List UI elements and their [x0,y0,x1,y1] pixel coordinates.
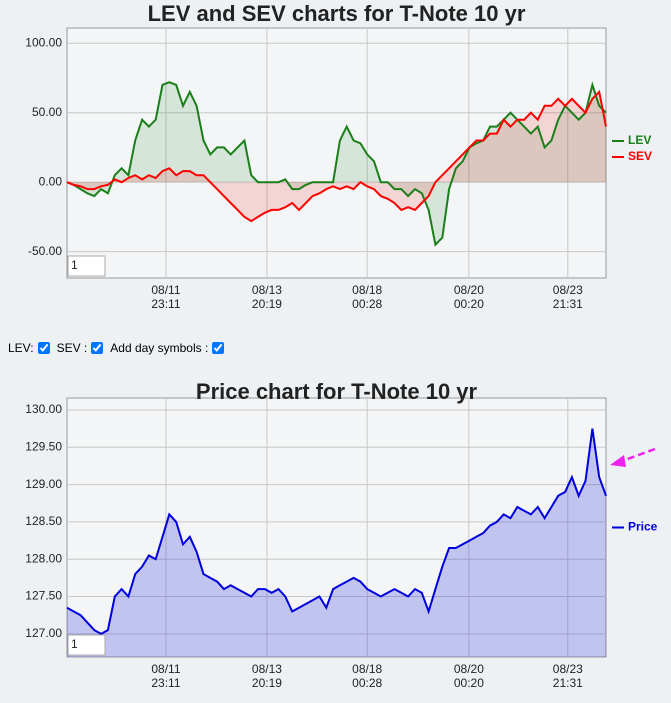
y-tick-label: 100.00 [25,35,62,49]
x-tick-label: 00:28 [352,676,382,690]
x-tick-label: 08/11 [151,662,180,676]
range-input-value: 1 [71,258,78,272]
area [67,428,606,657]
legend-label: Price [628,520,658,534]
y-tick-label: 128.50 [25,514,62,528]
y-tick-label: 129.50 [25,439,62,453]
chart-title: Price chart for T-Note 10 yr [196,379,478,404]
control-label: LEV: [8,341,34,355]
x-tick-label: 23:11 [151,297,180,311]
x-tick-label: 08/13 [252,283,282,297]
x-tick-label: 08/18 [352,662,382,676]
chart: Price chart for T-Note 10 yr 127.00 127.50… [25,379,657,690]
y-tick-label: 50.00 [32,105,62,119]
control-label: Add day symbols : [110,341,209,355]
checkbox[interactable] [37,342,50,354]
checkbox[interactable] [212,342,225,354]
x-tick-label: 20:19 [252,297,282,311]
line [66,428,607,636]
x-tick-label: 00:20 [454,676,484,690]
x-tick-label: 08/23 [553,662,583,676]
range-input-value: 1 [71,637,78,651]
x-tick-label: 08/20 [454,662,484,676]
x-tick-label: 08/18 [352,283,382,297]
legend-label: LEV [628,133,651,147]
x-tick-label: 08/13 [252,662,282,676]
y-tick-label: 127.50 [25,589,62,603]
area [67,91,606,222]
y-tick-label: 128.00 [25,551,62,565]
plot-area [66,27,607,279]
x-tick-label: 08/20 [454,283,484,297]
checkbox[interactable] [91,342,104,354]
y-tick-label: 127.00 [25,626,62,640]
y-tick-label: -50.00 [28,244,62,258]
x-tick-label: 21:31 [553,297,583,311]
range-input[interactable] [67,634,106,656]
x-tick-label: 23:11 [151,676,180,690]
chart: LEV and SEV charts for T-Note 10 yr -50.0… [25,1,652,311]
x-tick-label: 08/11 [151,283,180,297]
x-tick-label: 21:31 [553,676,583,690]
legend-label: SEV [628,149,652,163]
plot-area [66,397,607,658]
chart-title: LEV and SEV charts for T-Note 10 yr [148,1,526,26]
x-tick-label: 20:19 [252,676,282,690]
y-tick-label: 130.00 [25,402,62,416]
x-tick-label: 08/23 [553,283,583,297]
controls: LEV: SEV : Add day symbols : [8,341,228,355]
line [66,89,607,223]
annotation-arrow [610,447,656,467]
x-tick-label: 00:20 [454,297,484,311]
y-tick-label: 0.00 [39,174,63,188]
line [66,81,607,247]
range-input[interactable] [67,255,106,277]
control-label: SEV : [56,341,88,355]
y-tick-label: 129.00 [25,477,62,491]
x-tick-label: 00:28 [352,297,382,311]
